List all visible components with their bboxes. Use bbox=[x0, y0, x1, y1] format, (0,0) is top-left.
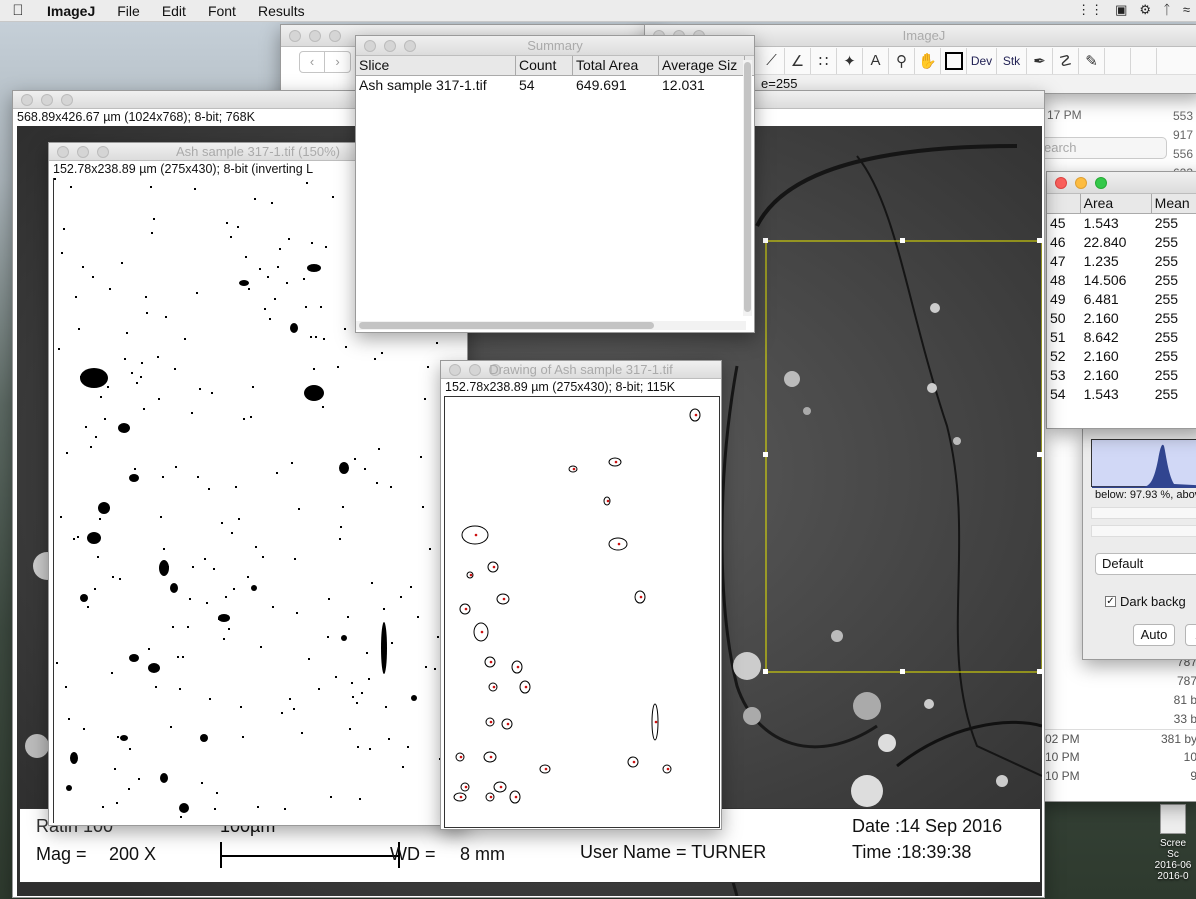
column-total-area[interactable]: Total Area bbox=[573, 56, 659, 75]
scale-bar bbox=[220, 855, 400, 857]
dev-tool-button[interactable]: Dev bbox=[967, 47, 997, 74]
threshold-window: below: 97.93 %, abov Default ✓ Dark back… bbox=[1082, 428, 1196, 660]
finder-row[interactable]: 787 bbox=[1176, 674, 1196, 688]
back-button[interactable]: ‹ bbox=[299, 51, 325, 73]
method-select[interactable]: Default bbox=[1095, 553, 1196, 575]
magnifier-icon[interactable]: ⚲ bbox=[889, 47, 915, 74]
finder-row[interactable]: 81 b bbox=[1173, 693, 1196, 707]
apple-icon[interactable]:  bbox=[0, 2, 36, 19]
table-row[interactable]: 47 1.235 255 bbox=[1050, 253, 1179, 269]
finder-size: 553 bbox=[1172, 109, 1193, 123]
databar-mag-value: 200 X bbox=[109, 844, 157, 864]
column-count[interactable]: Count bbox=[516, 56, 573, 75]
dark-background-label: Dark backg bbox=[1120, 594, 1186, 609]
column-slice[interactable]: Slice bbox=[356, 56, 516, 75]
table-row[interactable]: 46 22.840 255 bbox=[1050, 234, 1179, 250]
drawing-window: Drawing of Ash sample 317-1.tif 152.78x2… bbox=[440, 360, 722, 830]
table-row[interactable]: 49 6.481 255 bbox=[1050, 291, 1179, 307]
column-area[interactable]: Area bbox=[1081, 194, 1152, 213]
menu-bar:  ImageJ File Edit Font Results ⋮⋮ ▣ ⚙ ᛏ… bbox=[0, 0, 1196, 22]
finder-row[interactable]: 33 b bbox=[1173, 712, 1196, 726]
threshold-percent: below: 97.93 %, abov bbox=[1095, 489, 1196, 501]
bluetooth-icon[interactable]: ᛏ bbox=[1163, 2, 1171, 17]
color-picker-icon[interactable] bbox=[941, 47, 967, 74]
menu-app-name[interactable]: ImageJ bbox=[47, 2, 96, 19]
table-row[interactable]: 53 2.160 255 bbox=[1050, 367, 1179, 383]
apply-button[interactable]: A bbox=[1185, 624, 1196, 646]
finder-size: 917 bbox=[1172, 128, 1193, 142]
stk-tool-button[interactable]: Stk bbox=[997, 47, 1027, 74]
drawing-canvas[interactable] bbox=[444, 396, 720, 828]
extras-icon[interactable]: ⋮⋮ bbox=[1077, 2, 1104, 17]
line-tool-icon[interactable]: ⟋ bbox=[759, 47, 785, 74]
histogram bbox=[1091, 439, 1196, 488]
point-tool-icon[interactable]: ∷ bbox=[811, 47, 837, 74]
blank-tool[interactable] bbox=[1105, 47, 1131, 74]
databar-mag-label: Mag = bbox=[36, 844, 87, 864]
column-average-size[interactable]: Average Siz bbox=[659, 56, 745, 75]
threshold-slider-1[interactable] bbox=[1091, 507, 1196, 519]
table-row[interactable]: 50 2.160 255 bbox=[1050, 310, 1179, 326]
menu-results[interactable]: Results bbox=[257, 2, 305, 19]
table-row[interactable]: Ash sample 317-1.tif 54 649.691 12.031 bbox=[359, 77, 705, 93]
wand-tool-icon[interactable]: ✦ bbox=[837, 47, 863, 74]
auto-button[interactable]: Auto bbox=[1133, 624, 1175, 646]
binary-particles bbox=[54, 178, 460, 818]
hand-tool-icon[interactable]: ✋ bbox=[915, 47, 941, 74]
summary-horizontal-scrollbar[interactable] bbox=[356, 321, 746, 330]
finder-row[interactable]: 10 PM9 bbox=[1045, 769, 1196, 783]
scale-bar-tick bbox=[398, 842, 400, 868]
display-icon[interactable]: ▣ bbox=[1115, 2, 1128, 17]
databar-wd-value: 8 mm bbox=[460, 844, 505, 864]
databar-user-name: User Name = TURNER bbox=[580, 842, 767, 862]
databar-wd-label: WD = bbox=[390, 844, 436, 864]
imagej-status-bar: e=255 bbox=[761, 76, 798, 91]
threshold-slider-2[interactable] bbox=[1091, 525, 1196, 537]
file-icon bbox=[1160, 804, 1186, 834]
pencil-tool-icon[interactable]: ✎ bbox=[1079, 47, 1105, 74]
finder-size: 556 bbox=[1172, 147, 1193, 161]
menu-file[interactable]: File bbox=[117, 2, 140, 19]
histogram-plot bbox=[1092, 440, 1196, 488]
finder-row[interactable]: 02 PM 381 by bbox=[1041, 729, 1196, 748]
databar-date: Date :14 Sep 2016 bbox=[852, 816, 1003, 836]
wifi-icon[interactable]: ≈ bbox=[1182, 2, 1190, 17]
finder-search-input[interactable]: earch bbox=[1041, 137, 1167, 159]
table-row[interactable]: 48 14.506 255 bbox=[1050, 272, 1179, 288]
table-row[interactable]: 52 2.160 255 bbox=[1050, 348, 1179, 364]
angle-tool-icon[interactable]: ∠ bbox=[785, 47, 811, 74]
forward-button[interactable]: › bbox=[325, 51, 351, 73]
desktop-screenshot-icon[interactable]: Scree Sc 2016-06 2016-0 bbox=[1150, 800, 1196, 899]
scale-bar-tick bbox=[220, 842, 222, 868]
finder-time-top: 17 PM bbox=[1047, 108, 1082, 122]
summary-window: Summary Slice Count Total Area Average S… bbox=[355, 35, 755, 333]
table-row[interactable]: 51 8.642 255 bbox=[1050, 329, 1179, 345]
column-mean[interactable]: Mean bbox=[1152, 194, 1196, 213]
drawing-outlines bbox=[453, 408, 701, 804]
menu-edit[interactable]: Edit bbox=[161, 2, 186, 19]
summary-table: Slice Count Total Area Average Siz Ash s… bbox=[356, 56, 754, 95]
table-row[interactable]: 45 1.543 255 bbox=[1050, 215, 1179, 231]
sync-icon[interactable]: ⚙ bbox=[1139, 2, 1152, 17]
dark-background-checkbox[interactable]: ✓ bbox=[1105, 596, 1116, 607]
table-row[interactable]: 54 1.543 255 bbox=[1050, 386, 1179, 402]
flood-fill-icon[interactable]: ☡ bbox=[1053, 47, 1079, 74]
databar-time: Time :18:39:38 bbox=[852, 842, 972, 862]
blank-tool[interactable] bbox=[1131, 47, 1157, 74]
menu-font[interactable]: Font bbox=[207, 2, 236, 19]
brush-tool-icon[interactable]: ✒ bbox=[1027, 47, 1053, 74]
results-window: Area Mean 45 1.543 255 46 22.840 255 47 1.235 25… bbox=[1046, 171, 1196, 429]
finder-row[interactable]: 10 PM 10 bbox=[1045, 750, 1196, 764]
results-header: Area Mean bbox=[1047, 194, 1196, 214]
drawing-image-info: 152.78x238.89 µm (275x430); 8-bit; 115K bbox=[441, 379, 721, 395]
summary-vertical-scrollbar[interactable] bbox=[743, 60, 752, 316]
text-tool-icon[interactable]: A bbox=[863, 47, 889, 74]
